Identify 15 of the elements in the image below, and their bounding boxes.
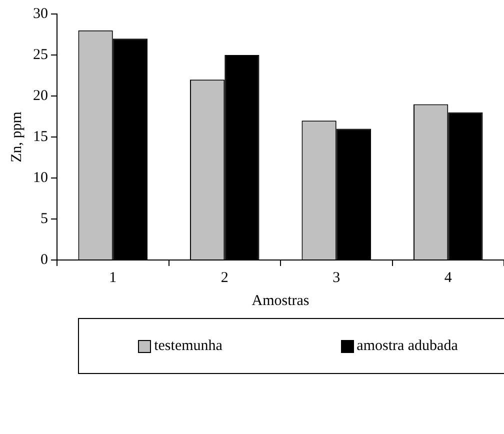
y-tick-label: 25	[33, 46, 48, 63]
y-tick-label: 20	[33, 88, 48, 104]
y-tick-label: 30	[33, 6, 48, 22]
x-tick-label: 3	[332, 270, 340, 286]
legend-label: testemunha	[154, 338, 222, 354]
x-tick-label: 4	[444, 270, 452, 286]
y-tick-label: 10	[33, 170, 48, 186]
y-tick-label: 5	[40, 210, 48, 227]
x-tick-label: 1	[109, 270, 117, 286]
legend-label: amostra adubada	[356, 338, 458, 354]
y-tick-label: 15	[33, 128, 48, 145]
x-tick-label: 2	[220, 270, 228, 286]
y-tick-label: 0	[40, 252, 48, 268]
x-axis-title: Amostras	[252, 292, 310, 309]
y-axis-title: Zn, ppm	[8, 111, 25, 162]
